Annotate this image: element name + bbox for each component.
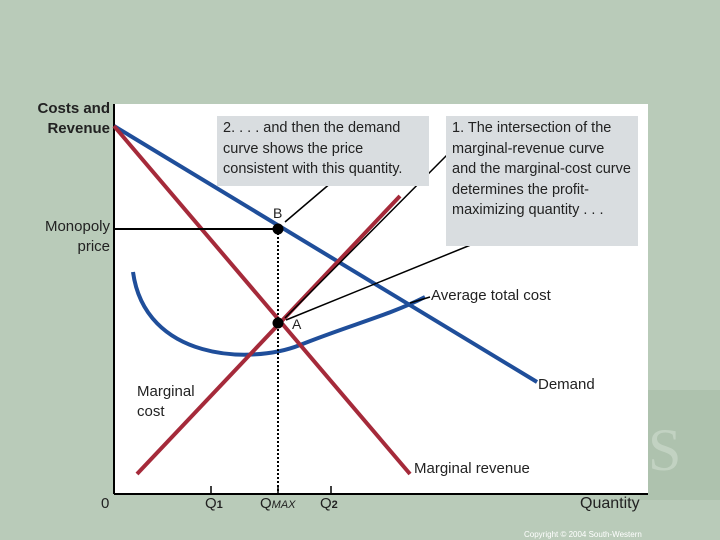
atc-label: Average total cost xyxy=(431,287,551,304)
qmax-letter: Q xyxy=(260,495,272,512)
atc-label-pointer xyxy=(409,296,431,304)
q2-label: Q2 xyxy=(320,494,338,515)
q2-letter: Q xyxy=(320,495,332,512)
point-b xyxy=(272,223,284,235)
point-b-label: B xyxy=(273,205,283,221)
svg-text:S: S xyxy=(648,417,681,483)
note-step-1: 1. The intersection of the marginal-reve… xyxy=(446,116,638,246)
marginal-revenue-curve xyxy=(112,124,412,476)
note-step-2: 2. . . . and then the demand curve shows… xyxy=(217,116,429,186)
demand-label: Demand xyxy=(538,376,595,393)
origin-label: 0 xyxy=(101,495,110,512)
q1-label: Q1 xyxy=(205,494,223,515)
demand-curve xyxy=(112,124,539,384)
marginal-cost-curve xyxy=(135,194,402,476)
mc-label: Marginal cost xyxy=(137,383,195,420)
qmax-label: QMAX xyxy=(260,494,296,515)
mr-label: Marginal revenue xyxy=(414,460,530,477)
note2-pointer xyxy=(284,181,333,223)
monopoly-price-label: Monopoly price xyxy=(44,218,110,255)
average-total-cost-curve xyxy=(131,271,426,357)
y-axis-label: Costs and Revenue xyxy=(37,100,110,137)
point-a xyxy=(272,317,284,329)
q1-letter: Q xyxy=(205,495,217,512)
qmax-subscript: MAX xyxy=(271,499,296,511)
q2-subscript: 2 xyxy=(331,499,338,511)
note1-pointer-2 xyxy=(285,241,479,321)
point-a-label: A xyxy=(292,316,302,332)
q1-subscript: 1 xyxy=(216,499,223,511)
x-axis-label: Quantity xyxy=(580,495,640,512)
copyright: Copyright © 2004 South-Western xyxy=(524,530,642,539)
